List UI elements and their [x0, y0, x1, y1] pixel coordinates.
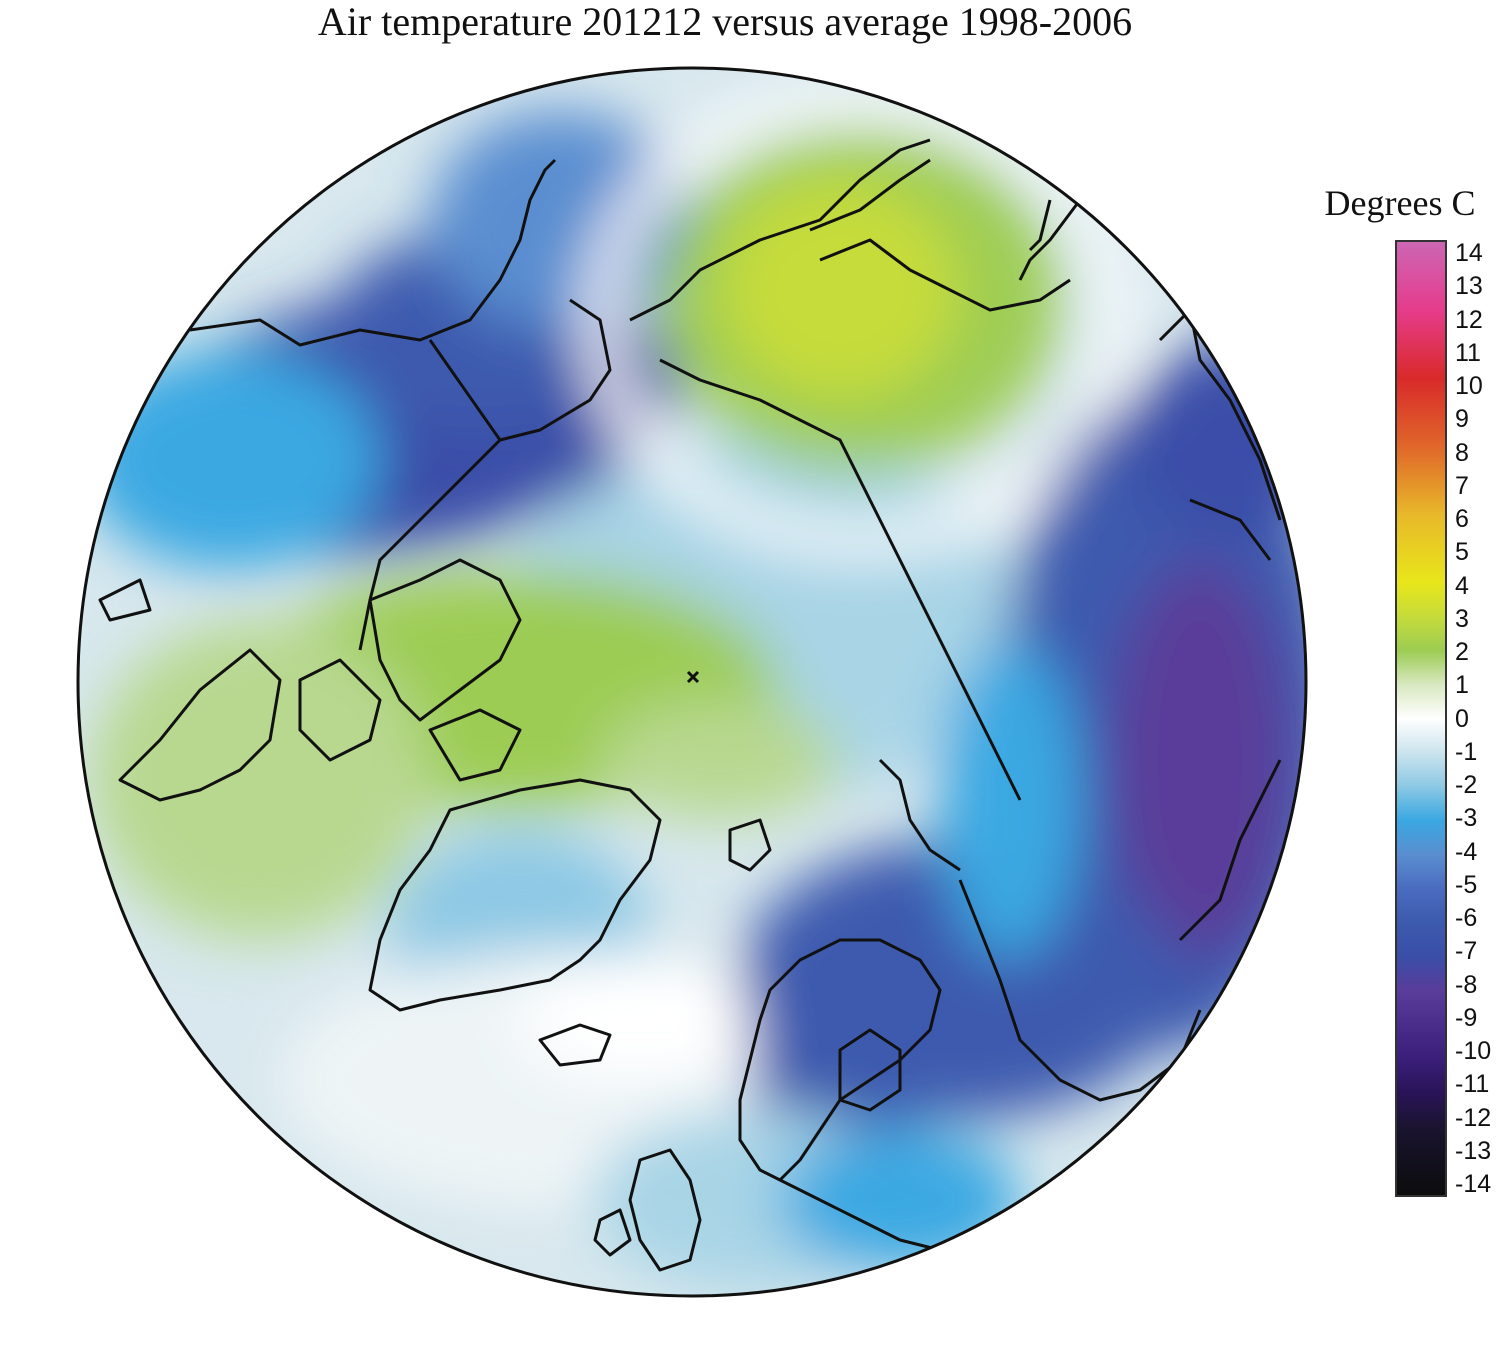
color-scale-tick: 6	[1455, 505, 1469, 533]
color-scale-tick: -9	[1455, 1003, 1478, 1032]
finland-coast	[838, 1028, 902, 1112]
color-scale-bar	[1395, 240, 1447, 1197]
map-border	[76, 66, 1308, 1298]
color-scale-tick: -10	[1455, 1037, 1492, 1065]
color-scale-tick: 2	[1455, 638, 1469, 666]
color-scale-tick: 0	[1455, 704, 1469, 733]
color-scale-tick: -12	[1455, 1103, 1492, 1132]
ireland-coast	[593, 1208, 632, 1257]
color-scale-tick: -5	[1455, 870, 1478, 899]
color-scale-tick: 12	[1455, 305, 1483, 334]
color-scale-tick: -14	[1455, 1170, 1492, 1198]
iceland-coast	[538, 1023, 612, 1067]
canada-coast	[358, 438, 502, 651]
color-scale-tick: -11	[1455, 1070, 1490, 1099]
alaska-coast	[189, 158, 557, 347]
color-scale-tick: -3	[1455, 804, 1478, 833]
color-scale-tick: 1	[1455, 671, 1469, 700]
coastlines	[98, 138, 1282, 1272]
legend-units: Degrees C	[1324, 183, 1476, 223]
color-scale-tick: -2	[1455, 771, 1478, 799]
color-scale-tick: -6	[1455, 904, 1478, 932]
color-scale-tick: 3	[1455, 604, 1469, 633]
color-scale-tick: -13	[1455, 1136, 1492, 1165]
map-title: Air temperature 201212 versus average 19…	[317, 0, 1133, 44]
color-scale-tick: 8	[1455, 438, 1469, 467]
color-scale-tick: 9	[1455, 405, 1469, 434]
color-scale-tick: -4	[1455, 837, 1478, 866]
hudson-bay-coast	[118, 648, 282, 802]
color-scale-tick: 11	[1455, 338, 1481, 367]
color-scale-tick: 10	[1455, 372, 1483, 400]
color-scale-tick: -8	[1455, 970, 1478, 999]
greenland-coast	[368, 778, 662, 1012]
color-scale-tick: 14	[1455, 239, 1483, 267]
britain-coast	[628, 1148, 702, 1272]
novaya-zemlya-coast	[878, 758, 961, 872]
svalbard-coast	[728, 818, 772, 872]
north-pole-marker	[686, 670, 700, 684]
color-scale-tick: -1	[1455, 737, 1478, 766]
color-scale-tick: 7	[1455, 471, 1469, 500]
color-scale-tick: 4	[1455, 571, 1469, 600]
color-scale-tick: 13	[1455, 272, 1483, 301]
color-scale-ticks: 14 13 12 11 10 9 8 7 6 5 4 3 2 1 0 -1 -2 -3 -4 -5 -6 -7 -8 -9 -1…	[1455, 240, 1500, 1200]
siberia-coast	[629, 138, 931, 322]
archipelago-island	[368, 558, 522, 722]
temperature-field	[78, 68, 1306, 1296]
color-scale-tick: 5	[1455, 538, 1469, 567]
color-scale-tick: -7	[1455, 937, 1478, 966]
